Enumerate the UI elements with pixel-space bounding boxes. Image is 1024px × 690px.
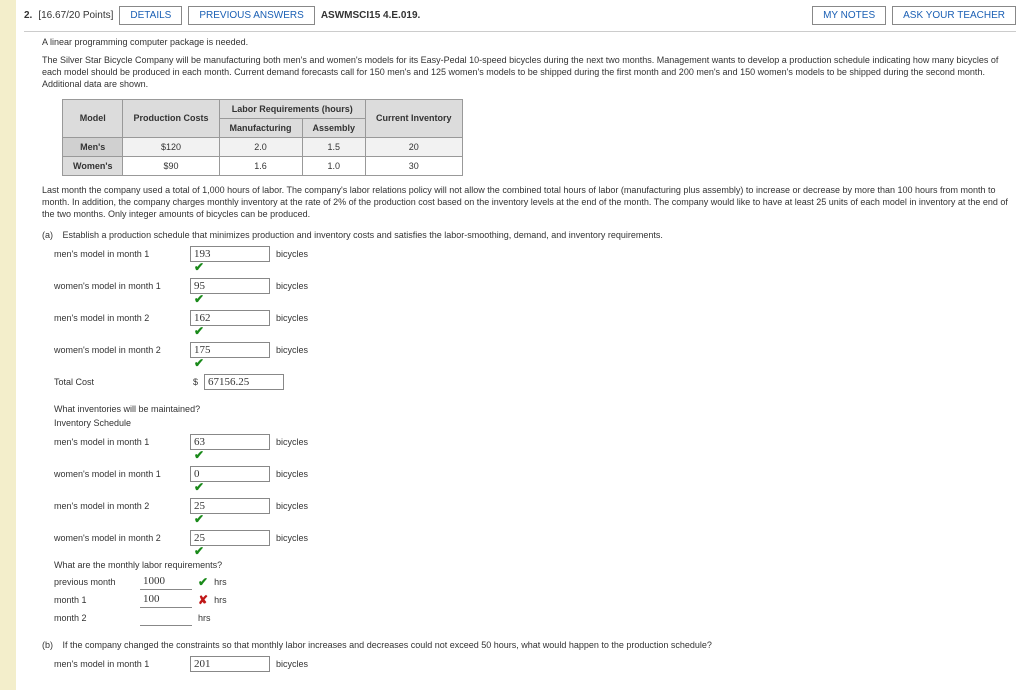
unit-label: bicycles xyxy=(276,659,308,669)
unit-label: bicycles xyxy=(276,345,308,355)
row-inv: 20 xyxy=(366,137,463,156)
th-labor: Labor Requirements (hours) xyxy=(219,99,366,118)
ask-teacher-button[interactable]: ASK YOUR TEACHER xyxy=(892,6,1016,25)
row-manu: 2.0 xyxy=(219,137,302,156)
field-label: men's model in month 1 xyxy=(54,249,184,259)
field-label: men's model in month 1 xyxy=(54,437,184,447)
part-a-prompt: Establish a production schedule that min… xyxy=(63,230,663,240)
unit-label: hrs xyxy=(198,613,211,623)
cross-icon: ✘ xyxy=(198,593,208,607)
intro-line: A linear programming computer package is… xyxy=(24,36,1016,48)
field-label: men's model in month 1 xyxy=(54,659,184,669)
part-a: (a) Establish a production schedule that… xyxy=(24,230,1016,240)
row-asm: 1.0 xyxy=(302,156,366,175)
unit-label: bicycles xyxy=(276,533,308,543)
dollar-sign: $ xyxy=(190,377,198,387)
row-inv: 30 xyxy=(366,156,463,175)
unit-label: bicycles xyxy=(276,281,308,291)
unit-label: hrs xyxy=(214,577,227,587)
answer-input[interactable]: 1000 xyxy=(140,574,192,590)
th-manu: Manufacturing xyxy=(219,118,302,137)
row-cost: $90 xyxy=(123,156,219,175)
field-label: women's model in month 1 xyxy=(54,281,184,291)
row-model: Men's xyxy=(63,137,123,156)
unit-label: bicycles xyxy=(276,501,308,511)
answer-input[interactable]: 100 xyxy=(140,592,192,608)
th-asm: Assembly xyxy=(302,118,366,137)
field-label: women's model in month 2 xyxy=(54,533,184,543)
row-manu: 1.6 xyxy=(219,156,302,175)
row-model: Women's xyxy=(63,156,123,175)
row-asm: 1.5 xyxy=(302,137,366,156)
unit-label: hrs xyxy=(214,595,227,605)
question-code: ASWMSCI15 4.E.019. xyxy=(321,10,420,21)
check-icon: ✔ xyxy=(194,448,204,462)
labor-question: What are the monthly labor requirements? xyxy=(54,560,1016,570)
data-table: Model Production Costs Labor Requirement… xyxy=(62,99,463,176)
unit-label: bicycles xyxy=(276,437,308,447)
field-label: month 1 xyxy=(54,595,134,605)
part-b: (b) If the company changed the constrain… xyxy=(24,640,1016,650)
check-icon: ✔ xyxy=(194,260,204,274)
details-button[interactable]: DETAILS xyxy=(119,6,182,25)
field-label: women's model in month 1 xyxy=(54,469,184,479)
question-number: 2. xyxy=(24,10,32,21)
field-label: women's model in month 2 xyxy=(54,345,184,355)
inv-question: What inventories will be maintained? xyxy=(54,404,1016,414)
check-icon: ✔ xyxy=(194,512,204,526)
question-header: 2. [16.67/20 Points] DETAILS PREVIOUS AN… xyxy=(24,4,1016,31)
answer-input[interactable]: 201 xyxy=(190,656,270,672)
left-highlight-bar xyxy=(0,0,16,690)
total-cost-input[interactable]: 67156.25 xyxy=(204,374,284,390)
th-prod: Production Costs xyxy=(123,99,219,137)
part-b-prompt: If the company changed the constraints s… xyxy=(63,640,712,650)
part-a-label: (a) xyxy=(42,230,60,240)
unit-label: bicycles xyxy=(276,249,308,259)
paragraph-2: Last month the company used a total of 1… xyxy=(24,184,1016,220)
th-inv: Current Inventory xyxy=(366,99,463,137)
answer-input[interactable] xyxy=(140,610,192,626)
intro-paragraph: The Silver Star Bicycle Company will be … xyxy=(24,54,1016,90)
inv-heading: Inventory Schedule xyxy=(54,418,1016,428)
total-cost-label: Total Cost xyxy=(54,377,184,387)
th-model: Model xyxy=(63,99,123,137)
check-icon: ✔ xyxy=(194,544,204,558)
my-notes-button[interactable]: MY NOTES xyxy=(812,6,886,25)
field-label: month 2 xyxy=(54,613,134,623)
check-icon: ✔ xyxy=(194,356,204,370)
check-icon: ✔ xyxy=(194,292,204,306)
unit-label: bicycles xyxy=(276,469,308,479)
check-icon: ✔ xyxy=(198,575,208,589)
check-icon: ✔ xyxy=(194,480,204,494)
field-label: previous month xyxy=(54,577,134,587)
field-label: men's model in month 2 xyxy=(54,313,184,323)
check-icon: ✔ xyxy=(194,324,204,338)
row-cost: $120 xyxy=(123,137,219,156)
previous-answers-button[interactable]: PREVIOUS ANSWERS xyxy=(188,6,314,25)
points-text: [16.67/20 Points] xyxy=(38,10,113,21)
part-b-label: (b) xyxy=(42,640,60,650)
field-label: men's model in month 2 xyxy=(54,501,184,511)
unit-label: bicycles xyxy=(276,313,308,323)
